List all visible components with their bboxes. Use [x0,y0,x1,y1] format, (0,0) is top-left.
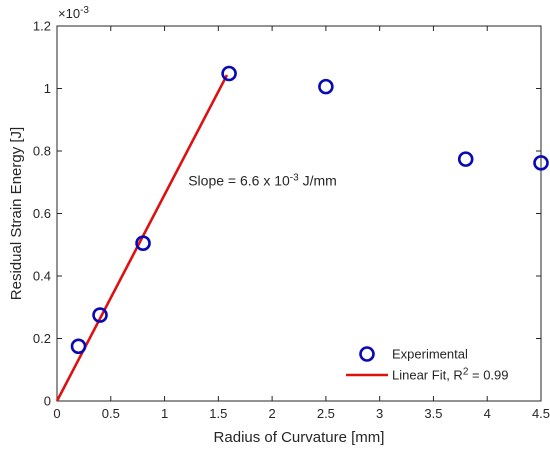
x-tick-label: 3.5 [424,406,442,421]
x-tick-label: 0.5 [102,406,120,421]
x-tick-label: 2.5 [317,406,335,421]
y-tick-label: 1.2 [33,19,51,34]
data-points [70,65,549,355]
y-axis-label: Residual Strain Energy [J] [8,127,25,300]
legend: Experimental Linear Fit, R2 = 0.99 [346,346,509,383]
y-exponent-label: ×10-3 [58,5,89,22]
y-tick-label: 0 [44,394,51,409]
x-axis: 0 0.5 1 1.5 2 2.5 3 3.5 4 4.5 [53,26,550,421]
plot-area [56,25,542,402]
legend-label-fit: Linear Fit, R2 = 0.99 [392,366,509,383]
y-axis: 0 0.2 0.4 0.6 0.8 1 1.2 [33,19,541,409]
x-tick-label: 2 [268,406,275,421]
x-tick-label: 1.5 [209,406,227,421]
data-point [457,151,474,167]
y-exponent-text: ×10-3 [58,5,89,22]
y-tick-label: 0.2 [33,331,51,346]
y-tick-label: 0.8 [33,144,51,159]
x-tick-label: 4 [484,406,491,421]
data-point [70,338,87,355]
x-tick-label: 3 [376,406,383,421]
data-point [92,307,108,323]
slope-annotation-text: Slope = 6.6 x 10-3 J/mm [188,172,337,189]
axes [56,25,542,402]
x-axis-label: Radius of Curvature [mm] [214,429,385,446]
data-point [533,155,549,171]
legend-marker-experimental [359,346,375,362]
data-point [221,65,237,82]
y-tick-label: 0.4 [33,269,51,284]
x-tick-label: 0 [53,406,60,421]
y-tick-label: 1 [44,81,51,96]
x-tick-label: 1 [161,406,168,421]
x-tick-label: 4.5 [532,406,550,421]
slope-annotation: Slope = 6.6 x 10-3 J/mm [188,172,337,189]
legend-label-experimental: Experimental [392,347,468,362]
y-tick-label: 0.6 [33,206,51,221]
data-point [318,78,334,95]
data-point [135,235,151,251]
